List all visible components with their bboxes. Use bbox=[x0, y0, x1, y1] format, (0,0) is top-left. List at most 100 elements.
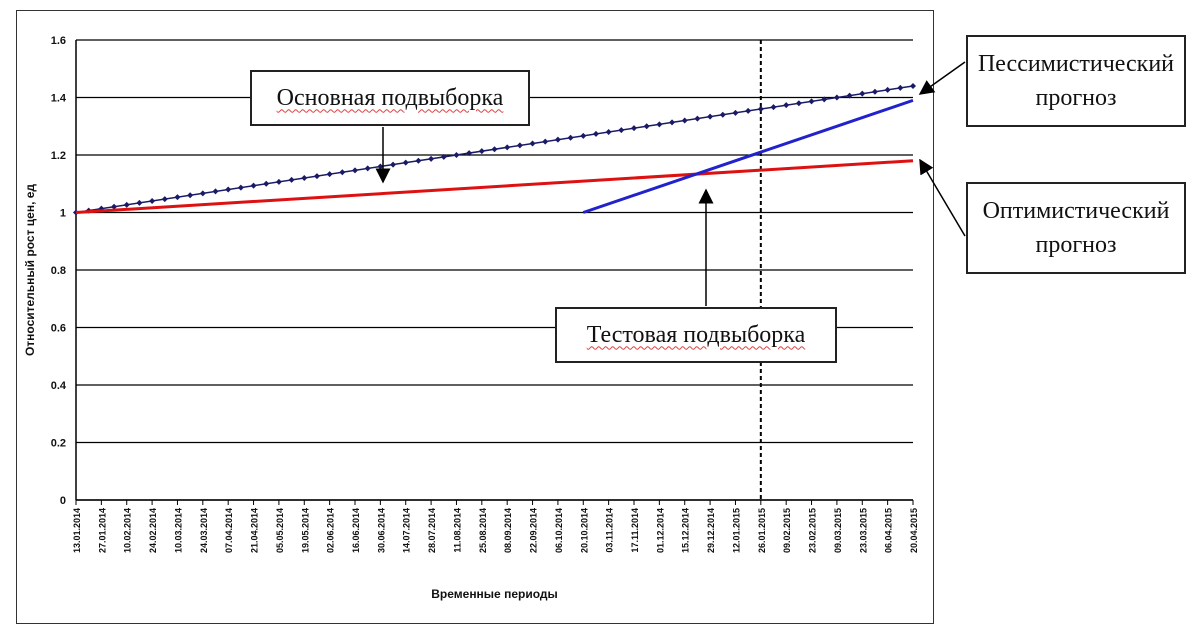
data-point-marker bbox=[669, 119, 676, 126]
x-tick-label: 23.03.2015 bbox=[858, 508, 868, 553]
data-point-marker bbox=[821, 96, 828, 103]
callout-optimistic-line2: прогноз bbox=[1035, 232, 1117, 258]
data-point-marker bbox=[643, 123, 650, 130]
data-point-marker bbox=[275, 178, 282, 185]
data-point-marker bbox=[783, 102, 790, 109]
data-point-marker bbox=[174, 194, 181, 201]
data-point-marker bbox=[364, 165, 371, 172]
y-tick-label: 0.2 bbox=[51, 438, 66, 450]
x-tick-label: 12.01.2015 bbox=[731, 508, 741, 553]
data-point-marker bbox=[618, 127, 625, 134]
x-axis-title: Временные периоды bbox=[431, 587, 557, 601]
data-point-marker bbox=[149, 198, 156, 204]
x-tick-label: 08.09.2014 bbox=[503, 508, 513, 553]
x-tick-label: 24.02.2014 bbox=[148, 508, 158, 553]
data-point-marker bbox=[592, 130, 599, 137]
callout-pessimistic: Пессимистический прогноз bbox=[966, 35, 1186, 127]
x-tick-label: 11.08.2014 bbox=[452, 508, 462, 553]
x-tick-label: 26.01.2015 bbox=[757, 508, 767, 553]
data-point-marker bbox=[466, 150, 473, 157]
data-point-marker bbox=[187, 192, 194, 199]
x-tick-label: 06.10.2014 bbox=[554, 508, 564, 553]
data-point-marker bbox=[631, 125, 637, 132]
data-point-marker bbox=[339, 169, 346, 176]
data-point-marker bbox=[542, 138, 549, 145]
x-tick-label: 27.01.2014 bbox=[97, 508, 107, 553]
x-tick-label: 28.07.2014 bbox=[427, 508, 437, 553]
y-tick-label: 1 bbox=[60, 208, 66, 220]
data-point-marker bbox=[516, 142, 523, 149]
callout-optimistic-line1: Оптимистический bbox=[982, 198, 1170, 224]
x-tick-label: 19.05.2014 bbox=[300, 508, 310, 553]
callout-test-sample: Тестовая подвыборка bbox=[555, 307, 837, 363]
x-tick-label: 22.09.2014 bbox=[529, 508, 539, 553]
data-point-marker bbox=[111, 203, 118, 210]
y-axis-title: Относительный рост цен, ед bbox=[23, 184, 37, 356]
data-point-marker bbox=[161, 196, 168, 203]
arrow-pessimistic bbox=[918, 61, 966, 95]
data-point-marker bbox=[529, 140, 536, 147]
callout-main-sample-text: Основная подвыборка bbox=[276, 84, 504, 111]
x-tick-label: 05.05.2014 bbox=[275, 508, 285, 553]
data-point-marker bbox=[757, 106, 764, 112]
data-point-marker bbox=[910, 83, 916, 89]
data-point-marker bbox=[301, 175, 308, 181]
x-tick-label: 25.08.2014 bbox=[478, 508, 488, 553]
x-tick-label: 23.02.2015 bbox=[808, 508, 818, 553]
data-point-marker bbox=[707, 113, 714, 120]
y-tick-label: 0.4 bbox=[51, 380, 67, 392]
x-tick-label: 30.06.2014 bbox=[376, 508, 386, 553]
x-tick-label: 17.11.2014 bbox=[630, 508, 640, 553]
x-tick-label: 01.12.2014 bbox=[655, 508, 665, 553]
data-point-marker bbox=[250, 182, 257, 189]
data-point-marker bbox=[199, 190, 206, 197]
data-point-marker bbox=[504, 144, 511, 151]
data-point-marker bbox=[871, 88, 878, 95]
data-point-marker bbox=[263, 180, 270, 187]
data-point-marker bbox=[656, 121, 663, 128]
data-point-marker bbox=[491, 146, 498, 153]
y-tick-label: 1.2 bbox=[51, 150, 66, 162]
callout-test-sample-text: Тестовая подвыборка bbox=[586, 321, 806, 348]
x-tick-label: 20.04.2015 bbox=[909, 508, 919, 553]
data-point-marker bbox=[605, 129, 612, 135]
y-tick-label: 0.8 bbox=[51, 265, 66, 277]
data-point-marker bbox=[225, 186, 232, 193]
data-point-marker bbox=[390, 161, 397, 168]
y-tick-label: 1.4 bbox=[51, 93, 67, 105]
data-point-marker bbox=[237, 184, 244, 191]
data-point-marker bbox=[212, 188, 219, 195]
data-point-marker bbox=[770, 104, 777, 111]
x-tick-label: 24.03.2014 bbox=[199, 508, 209, 553]
series-line-pessimistic bbox=[582, 98, 914, 214]
y-tick-label: 1.6 bbox=[51, 35, 66, 47]
callout-main-sample: Основная подвыборка bbox=[250, 70, 530, 126]
x-tick-label: 16.06.2014 bbox=[351, 508, 361, 553]
data-point-marker bbox=[136, 199, 143, 206]
data-point-marker bbox=[402, 159, 409, 166]
data-point-marker bbox=[745, 107, 752, 114]
series-line-optimistic bbox=[75, 159, 914, 214]
x-tick-label: 09.02.2015 bbox=[782, 508, 792, 553]
data-point-marker bbox=[326, 171, 333, 178]
x-tick-label: 29.12.2014 bbox=[706, 508, 716, 553]
data-point-marker bbox=[694, 115, 701, 122]
data-point-marker bbox=[453, 152, 460, 158]
x-tick-label: 09.03.2015 bbox=[833, 508, 843, 553]
callout-pessimistic-line2: прогноз bbox=[1035, 85, 1117, 111]
data-point-marker bbox=[884, 86, 891, 93]
x-tick-label: 07.04.2014 bbox=[224, 508, 234, 553]
chart-frame bbox=[16, 10, 934, 624]
data-point-marker bbox=[554, 136, 561, 143]
callout-pessimistic-line1: Пессимистический bbox=[977, 51, 1175, 77]
data-point-marker bbox=[846, 92, 853, 99]
data-point-marker bbox=[288, 176, 295, 183]
data-point-marker bbox=[580, 132, 587, 139]
data-point-marker bbox=[352, 167, 358, 174]
x-tick-label: 06.04.2015 bbox=[884, 508, 894, 553]
data-point-marker bbox=[478, 148, 485, 155]
data-point-marker bbox=[440, 153, 447, 160]
data-point-marker bbox=[428, 155, 435, 162]
x-tick-label: 20.10.2014 bbox=[579, 508, 589, 553]
